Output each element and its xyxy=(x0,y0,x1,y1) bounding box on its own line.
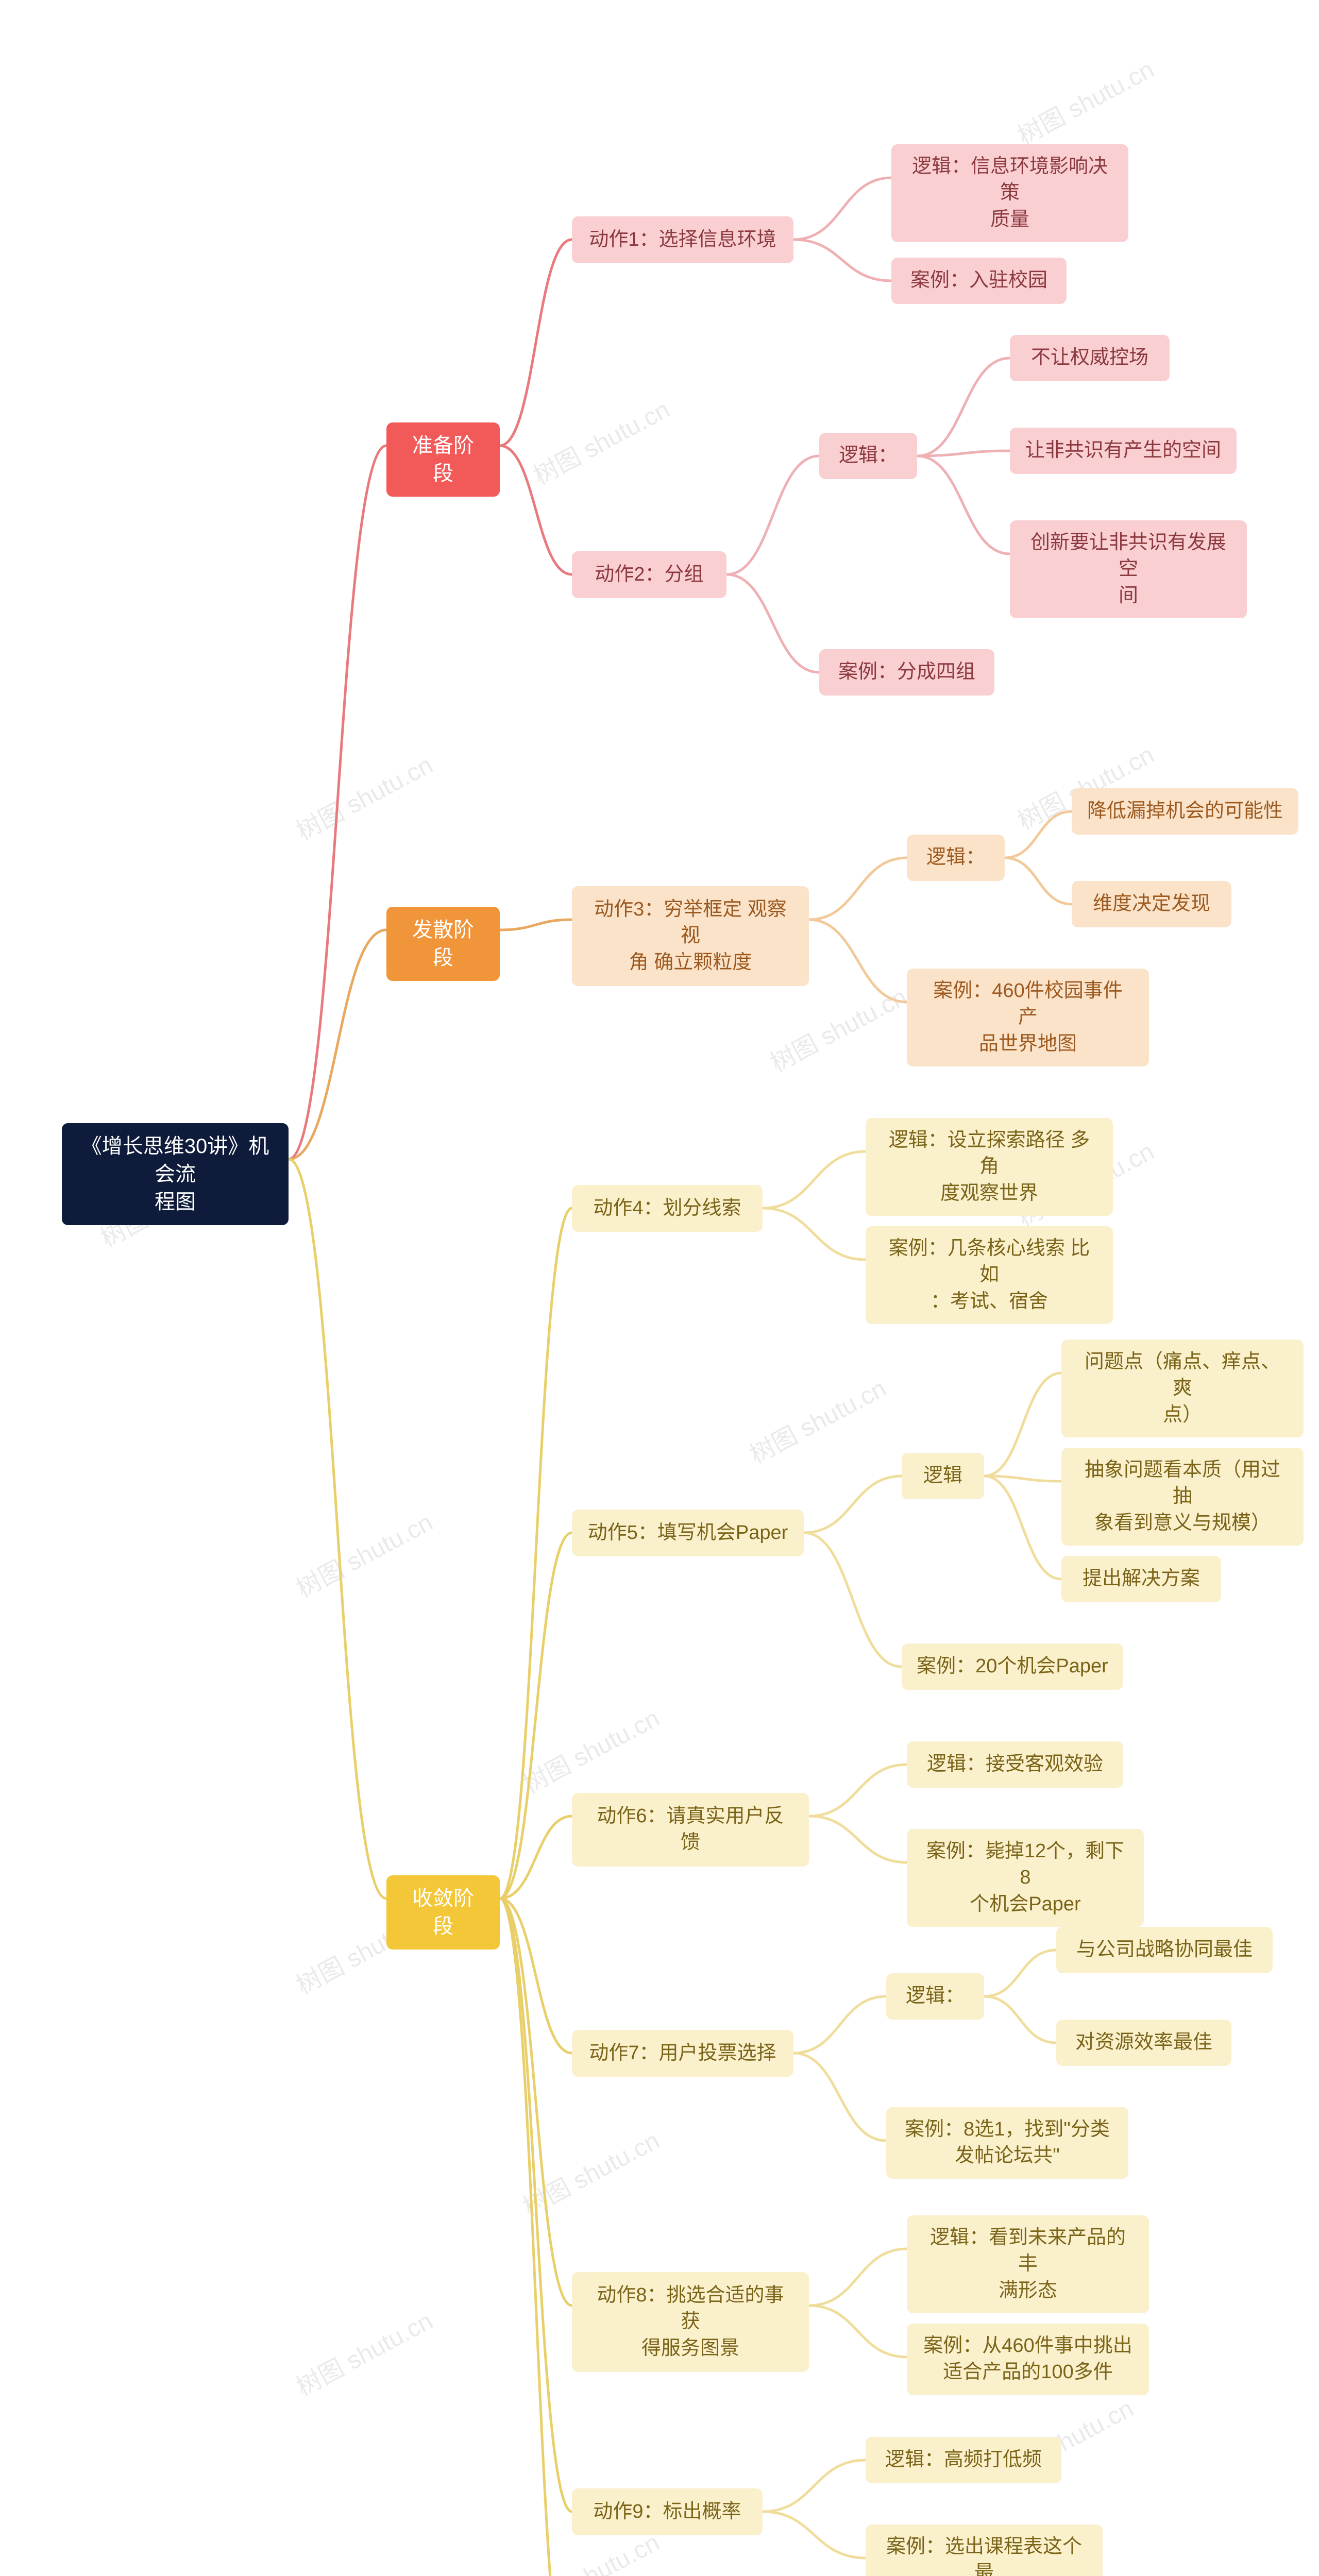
edge xyxy=(804,1476,902,1533)
node-a8: 动作8：挑选合适的事 获得服务图景 xyxy=(572,2272,809,2372)
edge xyxy=(500,1208,572,1899)
node-a6c: 案例：毙掉12个，剩下8个机会Paper xyxy=(907,1829,1144,1927)
edge xyxy=(984,1476,1061,1579)
node-a1: 动作1：选择信息环境 xyxy=(572,216,793,263)
edge xyxy=(500,1533,572,1899)
edge xyxy=(763,2512,866,2558)
node-a5l3: 提出解决方案 xyxy=(1061,1556,1221,1602)
node-a4l: 逻辑：设立探索路径 多角度观察世界 xyxy=(866,1118,1113,1216)
node-a3l1: 降低漏掉机会的可能性 xyxy=(1072,788,1298,835)
edges-layer xyxy=(0,0,1319,2576)
node-a5: 动作5：填写机会Paper xyxy=(572,1510,804,1556)
edge xyxy=(500,446,572,574)
edge xyxy=(917,451,1010,456)
watermark: 树图 shutu.cn xyxy=(289,2301,438,2403)
watermark: 树图 shutu.cn xyxy=(1010,49,1160,151)
branch-converge: 收敛阶段 xyxy=(386,1875,500,1950)
node-a7c: 案例：8选1，找到"分类发帖论坛共" xyxy=(886,2107,1128,2179)
edge xyxy=(289,446,386,1159)
edge xyxy=(809,2249,907,2306)
edge xyxy=(793,240,891,281)
node-a9: 动作9：标出概率 xyxy=(572,2488,763,2535)
node-a3c: 案例：460件校园事件 产品世界地图 xyxy=(907,969,1149,1066)
watermark: 树图 shutu.cn xyxy=(526,389,675,492)
node-a6: 动作6：请真实用户反馈 xyxy=(572,1793,809,1867)
node-a5l2: 抽象问题看本质（用过抽象看到意义与规模） xyxy=(1061,1448,1304,1546)
edge xyxy=(500,1899,572,2053)
edge xyxy=(809,858,907,920)
node-a7l: 逻辑： xyxy=(886,1973,984,2020)
node-a3: 动作3：穷举框定 观察视角 确立颗粒度 xyxy=(572,886,809,986)
watermark: 树图 shutu.cn xyxy=(516,2121,665,2223)
edge xyxy=(289,1159,386,1899)
edge xyxy=(1005,858,1072,904)
node-a2c: 案例：分成四组 xyxy=(819,649,994,696)
edge xyxy=(500,1899,572,2306)
node-a2l2: 让非共识有产生的空间 xyxy=(1010,428,1237,474)
edge xyxy=(763,2460,866,2512)
edge xyxy=(500,920,572,930)
node-a1l: 逻辑：信息环境影响决策质量 xyxy=(891,144,1128,242)
edge xyxy=(809,2306,907,2357)
node-a2l1: 不让权威控场 xyxy=(1010,335,1170,381)
branch-prep: 准备阶段 xyxy=(386,422,500,497)
node-a5c: 案例：20个机会Paper xyxy=(902,1643,1123,1690)
root-node: 《增长思维30讲》机会流程图 xyxy=(62,1123,289,1225)
node-a7l2: 对资源效率最佳 xyxy=(1056,2020,1231,2066)
node-a3l2: 维度决定发现 xyxy=(1072,881,1231,927)
edge xyxy=(984,1996,1056,2043)
node-a6l: 逻辑：接受客观效验 xyxy=(907,1741,1123,1788)
mindmap-canvas: 树图 shutu.cn 树图 shutu.cn 树图 shutu.cn 树图 shut… xyxy=(0,0,1319,2576)
watermark: 树图 shutu.cn xyxy=(289,745,438,847)
edge xyxy=(763,1151,866,1208)
node-a4c: 案例：几条核心线索 比如：考试、宿舍 xyxy=(866,1226,1113,1324)
edge xyxy=(984,1950,1056,1996)
node-a7l1: 与公司战略协同最佳 xyxy=(1056,1927,1273,1973)
edge xyxy=(793,178,891,240)
node-a2l: 逻辑： xyxy=(819,433,917,479)
node-a7: 动作7：用户投票选择 xyxy=(572,2030,793,2077)
node-a8l: 逻辑：看到未来产品的丰满形态 xyxy=(907,2215,1149,2313)
node-a5l: 逻辑 xyxy=(902,1453,984,1499)
watermark: 树图 shutu.cn xyxy=(516,1698,665,1800)
node-a9c: 案例：选出课程表这个最高频率事件 xyxy=(866,2524,1103,2576)
node-a2l3: 创新要让非共识有发展空间 xyxy=(1010,520,1247,618)
edge xyxy=(289,930,386,1159)
node-a8c: 案例：从460件事中挑出适合产品的100多件 xyxy=(907,2324,1149,2395)
node-a9l: 逻辑：高频打低频 xyxy=(866,2437,1061,2483)
edge xyxy=(804,1533,902,1667)
node-a4: 动作4：划分线索 xyxy=(572,1185,763,1232)
edge xyxy=(500,1899,572,2576)
edge xyxy=(793,1996,886,2053)
branch-diverge: 发散阶段 xyxy=(386,907,500,981)
node-a5l1: 问题点（痛点、痒点、爽点） xyxy=(1061,1340,1304,1437)
watermark: 树图 shutu.cn xyxy=(763,977,912,1079)
node-a1c: 案例：入驻校园 xyxy=(891,258,1067,304)
edge xyxy=(809,1816,907,1862)
edge xyxy=(917,358,1010,456)
edge xyxy=(793,2053,886,2141)
edge xyxy=(984,1476,1061,1481)
edge xyxy=(1005,811,1072,858)
edge xyxy=(984,1373,1061,1476)
edge xyxy=(726,456,819,574)
edge xyxy=(763,1208,866,1260)
node-a3l: 逻辑： xyxy=(907,835,1005,881)
edge xyxy=(809,920,907,1002)
edge xyxy=(500,240,572,446)
edge xyxy=(500,1816,572,1899)
edge xyxy=(917,456,1010,554)
watermark: 树图 shutu.cn xyxy=(289,1502,438,1604)
node-a2: 动作2：分组 xyxy=(572,551,726,598)
edge xyxy=(500,1899,572,2512)
edge xyxy=(726,574,819,672)
edge xyxy=(809,1765,907,1816)
watermark: 树图 shutu.cn xyxy=(742,1368,892,1470)
